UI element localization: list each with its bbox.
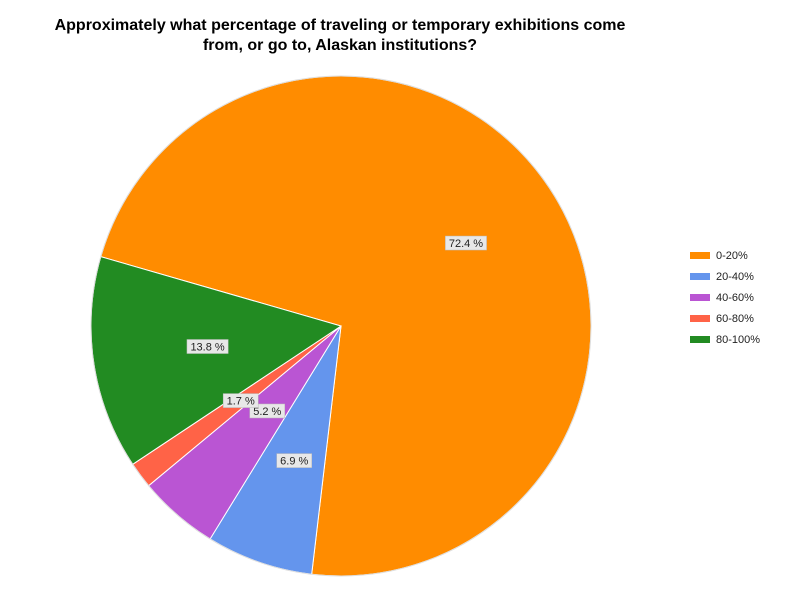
slice-label-text: 6.9 % — [280, 456, 308, 468]
legend-item: 80-100% — [690, 329, 760, 350]
chart-title-line-1: Approximately what percentage of traveli… — [54, 17, 626, 34]
slice-label: 13.8 % — [186, 339, 229, 354]
legend-item: 20-40% — [690, 266, 760, 287]
slice-label-background — [276, 453, 312, 468]
legend-label: 20-40% — [716, 270, 754, 283]
legend-label: 80-100% — [716, 333, 761, 346]
legend-swatch — [690, 294, 710, 301]
slice-label: 72.4 % — [445, 235, 487, 251]
slice-label-text: 13.8 % — [190, 342, 224, 354]
slice-label-text: 1.7 % — [227, 396, 255, 408]
legend-item: 0-20% — [690, 245, 760, 266]
slice-label-background — [222, 393, 259, 408]
slice-label-background — [445, 235, 487, 251]
pie-outline — [90, 75, 592, 577]
legend-swatch — [690, 315, 710, 322]
slice-label: 6.9 % — [276, 453, 312, 468]
legend: 0-20% 20-40% 40-60% 60-80% 80-100% — [690, 245, 760, 350]
legend-label: 0-20% — [716, 249, 748, 262]
legend-swatch — [690, 252, 710, 259]
slice-label-text: 72.4 % — [449, 238, 483, 250]
slice-label: 5.2 % — [249, 403, 286, 419]
legend-label: 60-80% — [716, 312, 754, 325]
slice-label: 1.7 % — [222, 393, 259, 408]
slice-label-text: 5.2 % — [253, 406, 281, 418]
legend-label: 40-60% — [716, 291, 754, 304]
legend-swatch — [690, 273, 710, 280]
legend-item: 40-60% — [690, 287, 760, 308]
chart-title: Approximately what percentage of traveli… — [0, 16, 680, 56]
legend-swatch — [690, 336, 710, 343]
slice-label-background — [186, 339, 229, 354]
slice-label-background — [249, 403, 286, 419]
legend-item: 60-80% — [690, 308, 760, 329]
chart-title-line-2: from, or go to, Alaskan institutions? — [202, 37, 478, 54]
